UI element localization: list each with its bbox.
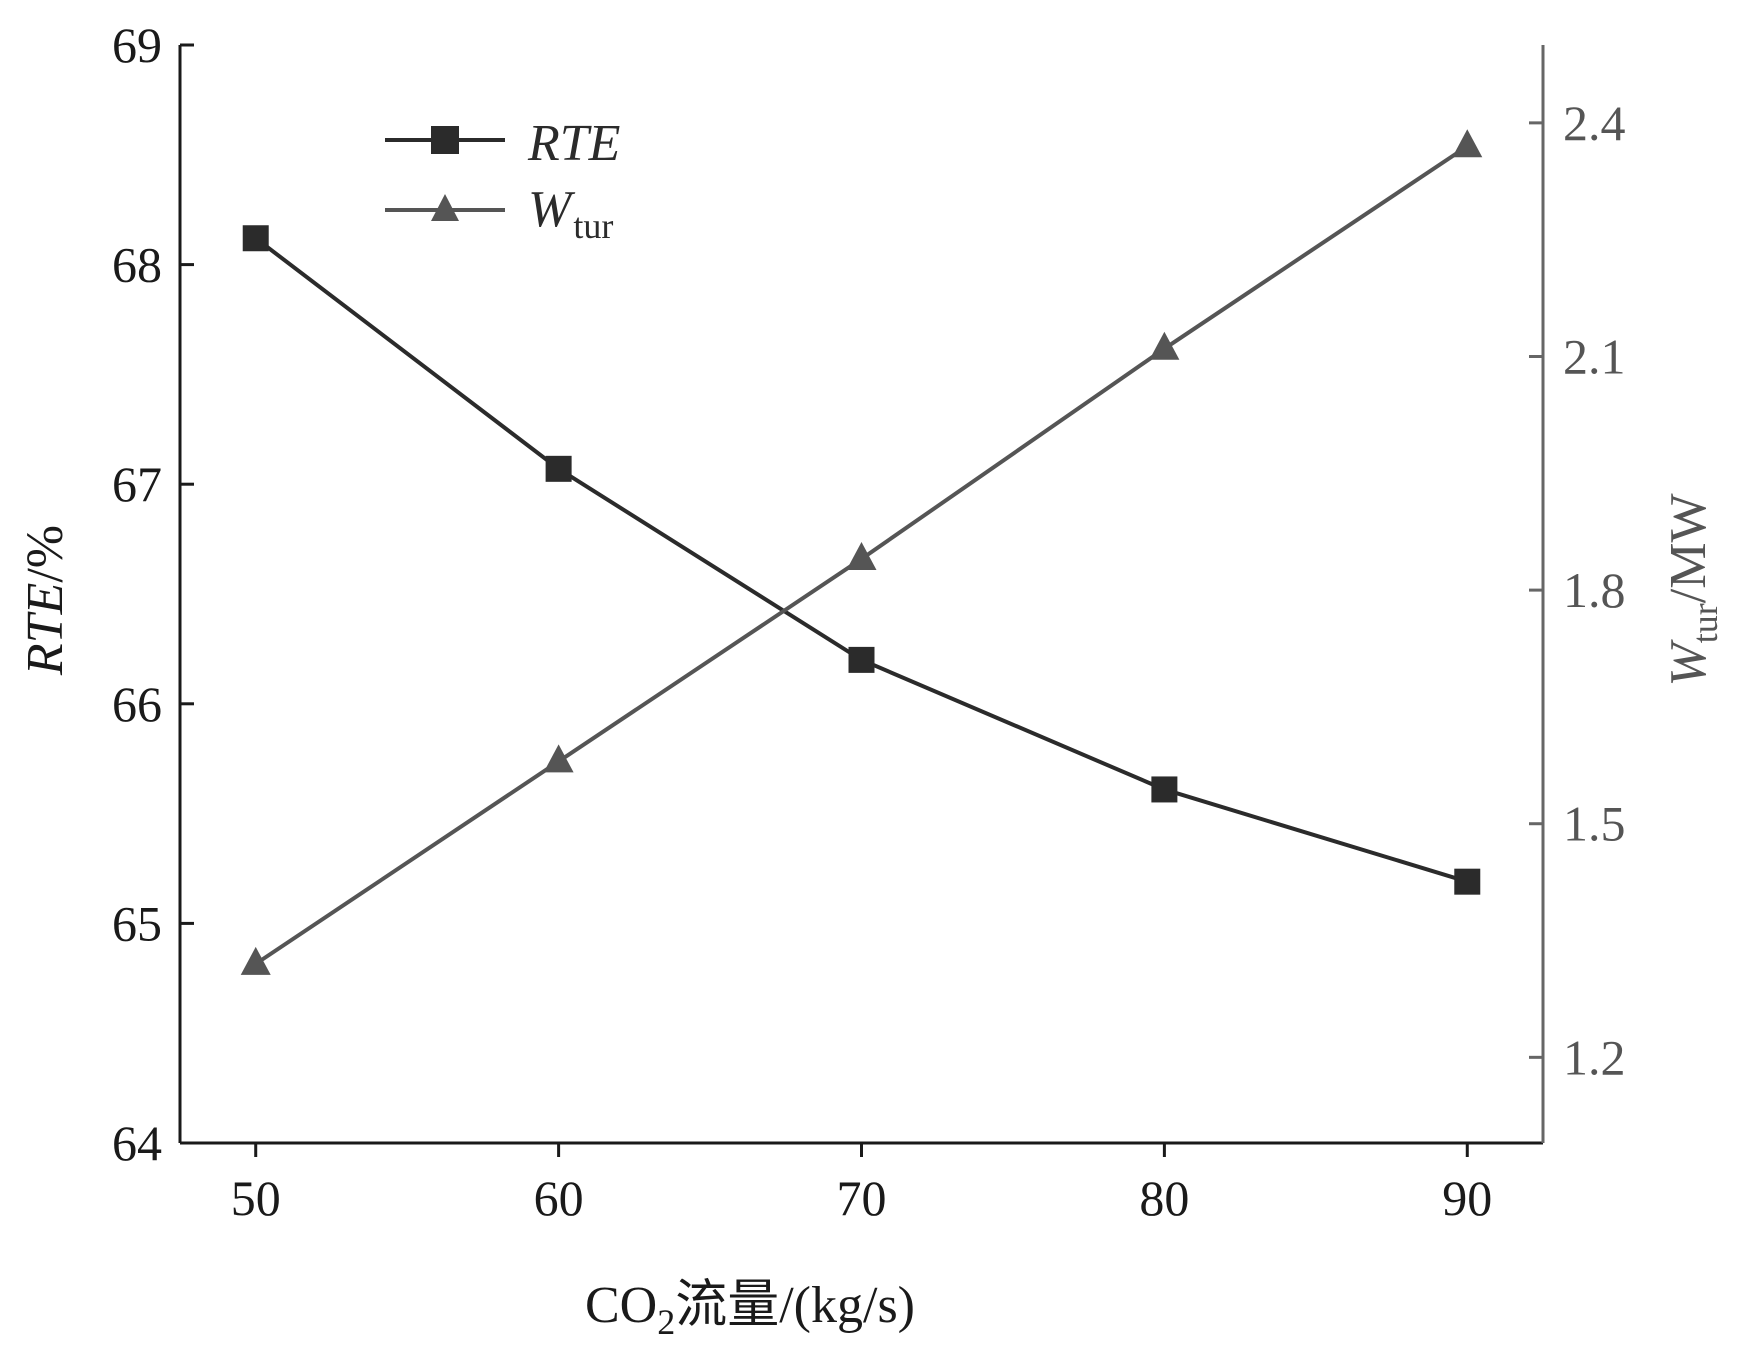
- y-left-title-italic: RTE: [17, 583, 74, 676]
- data-point-rte: [545, 455, 572, 482]
- y-right-axis-title: Wtur/MW: [1660, 493, 1725, 686]
- y-left-tick-label: 67: [112, 456, 162, 512]
- data-point-rte: [242, 225, 269, 252]
- y-left-tick-label: 66: [112, 676, 162, 732]
- legend-label-wtur-main: W: [528, 181, 576, 238]
- legend-label-rte: RTE: [527, 115, 620, 172]
- y-right-tick-label: 1.2: [1563, 1029, 1626, 1085]
- legend: RTE Wtur: [385, 115, 620, 246]
- x-axis-title-prefix: CO: [585, 1277, 657, 1334]
- y-right-title-italic: W: [1660, 639, 1717, 687]
- x-tick-label: 60: [534, 1170, 584, 1226]
- y-left-title-suffix: /%: [17, 525, 74, 583]
- axes: 64 65 66 67 68 69 1.2 1.5 1.8 2.1 2.4 50 60 70 80 90: [112, 17, 1626, 1226]
- legend-label-wtur: Wtur: [528, 181, 613, 246]
- y-right-tick-label: 2.1: [1563, 328, 1626, 384]
- x-tick-label: 50: [231, 1170, 281, 1226]
- y-right-tick-label: 1.5: [1563, 796, 1626, 852]
- y-left-tick-label: 64: [112, 1115, 162, 1171]
- data-point-wtur: [240, 946, 271, 975]
- x-axis-title: CO2流量/(kg/s): [585, 1277, 915, 1342]
- y-right-title-sub: tur: [1685, 603, 1725, 643]
- data-point-wtur: [1149, 331, 1180, 360]
- legend-label-wtur-sub: tur: [573, 206, 613, 246]
- data-point-wtur: [543, 744, 574, 773]
- data-point-rte: [1151, 776, 1178, 803]
- y-left-tick-label: 65: [112, 895, 162, 951]
- x-tick-label: 70: [837, 1170, 887, 1226]
- x-tick-label: 80: [1139, 1170, 1189, 1226]
- legend-marker-square: [431, 126, 459, 154]
- x-axis-title-suffix: 流量/(kg/s): [675, 1277, 915, 1334]
- y-left-tick-label: 69: [112, 17, 162, 73]
- data-point-rte: [848, 646, 875, 673]
- x-tick-label: 90: [1442, 1170, 1492, 1226]
- data-point-wtur: [846, 541, 877, 570]
- series: [240, 129, 1483, 975]
- y-right-title-suffix: /MW: [1660, 493, 1717, 603]
- data-point-rte: [1454, 868, 1481, 895]
- y-right-tick-label: 2.4: [1563, 95, 1626, 151]
- x-axis-title-sub: 2: [657, 1302, 675, 1342]
- y-left-tick-label: 68: [112, 237, 162, 293]
- y-right-tick-label: 1.8: [1563, 562, 1626, 618]
- y-left-axis-title: RTE/%: [17, 525, 74, 676]
- data-point-wtur: [1452, 129, 1483, 158]
- legend-marker-triangle: [431, 194, 459, 221]
